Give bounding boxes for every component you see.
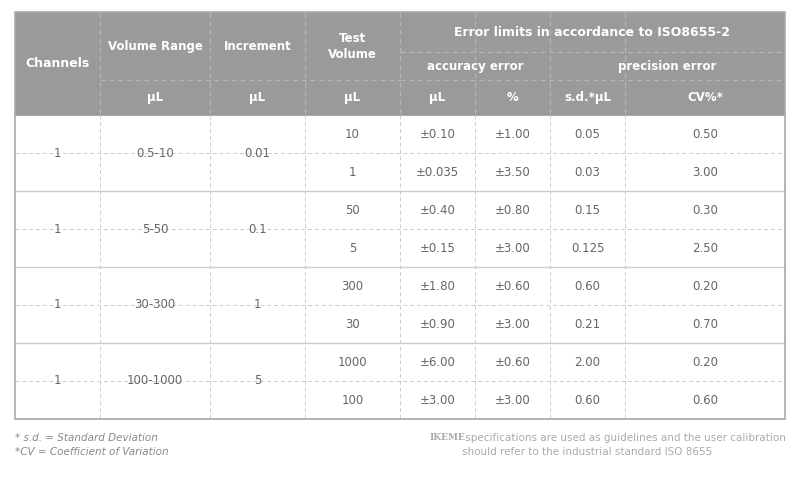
Text: s.d.*μL: s.d.*μL (564, 91, 611, 104)
Text: μL: μL (147, 91, 163, 104)
Text: μL: μL (250, 91, 266, 104)
Text: ±0.80: ±0.80 (494, 204, 530, 216)
Text: 0.70: 0.70 (692, 317, 718, 330)
Text: 1: 1 (54, 146, 62, 159)
Text: 0.60: 0.60 (574, 393, 601, 406)
Text: μL: μL (430, 91, 446, 104)
Bar (15, 191, 785, 229)
Text: 2.00: 2.00 (574, 356, 601, 369)
Bar (15, 153, 785, 191)
Text: 50: 50 (345, 204, 360, 216)
Text: 5: 5 (254, 375, 261, 387)
Text: 1: 1 (54, 222, 62, 235)
Text: precision error: precision error (618, 59, 717, 72)
Text: ±0.60: ±0.60 (494, 280, 530, 293)
Text: Channels: Channels (26, 57, 90, 70)
Bar (15, 343, 785, 381)
Bar (15, 12, 785, 419)
Text: ±0.40: ±0.40 (419, 204, 455, 216)
Text: 0.05: 0.05 (574, 127, 601, 140)
Text: 0.20: 0.20 (692, 356, 718, 369)
Text: ±3.50: ±3.50 (494, 165, 530, 179)
Bar (15, 381, 785, 419)
Text: 0.03: 0.03 (574, 165, 601, 179)
Text: ±6.00: ±6.00 (419, 356, 455, 369)
Text: μL: μL (345, 91, 361, 104)
Text: ±3.00: ±3.00 (494, 317, 530, 330)
Text: 0.21: 0.21 (574, 317, 601, 330)
Text: 100-1000: 100-1000 (127, 375, 183, 387)
Text: specifications are used as guidelines and the user calibration: specifications are used as guidelines an… (462, 433, 786, 443)
Text: 2.50: 2.50 (692, 241, 718, 255)
Text: 0.125: 0.125 (570, 241, 604, 255)
Text: ±0.60: ±0.60 (494, 356, 530, 369)
Bar (15, 305, 785, 343)
Text: ±0.10: ±0.10 (419, 127, 455, 140)
Text: accuracy error: accuracy error (426, 59, 523, 72)
Text: 0.60: 0.60 (692, 393, 718, 406)
Text: 1: 1 (349, 165, 356, 179)
Text: 0.15: 0.15 (574, 204, 601, 216)
Text: 1000: 1000 (338, 356, 367, 369)
Text: 0.30: 0.30 (692, 204, 718, 216)
Text: ±1.00: ±1.00 (494, 127, 530, 140)
Text: 100: 100 (342, 393, 364, 406)
Text: 1: 1 (54, 375, 62, 387)
Text: 0.50: 0.50 (692, 127, 718, 140)
Text: * s.d. = Standard Deviation: * s.d. = Standard Deviation (15, 433, 158, 443)
Text: 0.60: 0.60 (574, 280, 601, 293)
Text: Error limits in accordance to ISO8655-2: Error limits in accordance to ISO8655-2 (454, 26, 730, 39)
Text: *CV = Coefficient of Variation: *CV = Coefficient of Variation (15, 447, 169, 457)
Text: 300: 300 (342, 280, 363, 293)
Text: ±3.00: ±3.00 (494, 241, 530, 255)
Text: 0.01: 0.01 (245, 146, 270, 159)
Text: Volume Range: Volume Range (107, 40, 202, 52)
Text: 3.00: 3.00 (692, 165, 718, 179)
Text: ±1.80: ±1.80 (419, 280, 455, 293)
Text: 0.5-10: 0.5-10 (136, 146, 174, 159)
Text: %: % (506, 91, 518, 104)
Text: 1: 1 (254, 298, 262, 311)
Text: 30: 30 (345, 317, 360, 330)
Text: ±0.035: ±0.035 (416, 165, 459, 179)
Text: 0.1: 0.1 (248, 222, 267, 235)
Text: ±3.00: ±3.00 (494, 393, 530, 406)
Text: 0.20: 0.20 (692, 280, 718, 293)
Text: 5: 5 (349, 241, 356, 255)
Text: 10: 10 (345, 127, 360, 140)
Text: should refer to the industrial standard ISO 8655: should refer to the industrial standard … (462, 447, 712, 457)
Text: Increment: Increment (224, 40, 291, 52)
Text: 1: 1 (54, 298, 62, 311)
Text: ±0.15: ±0.15 (419, 241, 455, 255)
Text: IKEME: IKEME (430, 433, 466, 442)
Bar (15, 12, 785, 115)
Text: 30-300: 30-300 (134, 298, 176, 311)
Bar (15, 229, 785, 267)
Bar (15, 115, 785, 153)
Text: CV%*: CV%* (687, 91, 723, 104)
Text: Test
Volume: Test Volume (328, 32, 377, 60)
Text: 5-50: 5-50 (142, 222, 168, 235)
Text: ±0.90: ±0.90 (419, 317, 455, 330)
Bar (15, 267, 785, 305)
Text: ±3.00: ±3.00 (420, 393, 455, 406)
